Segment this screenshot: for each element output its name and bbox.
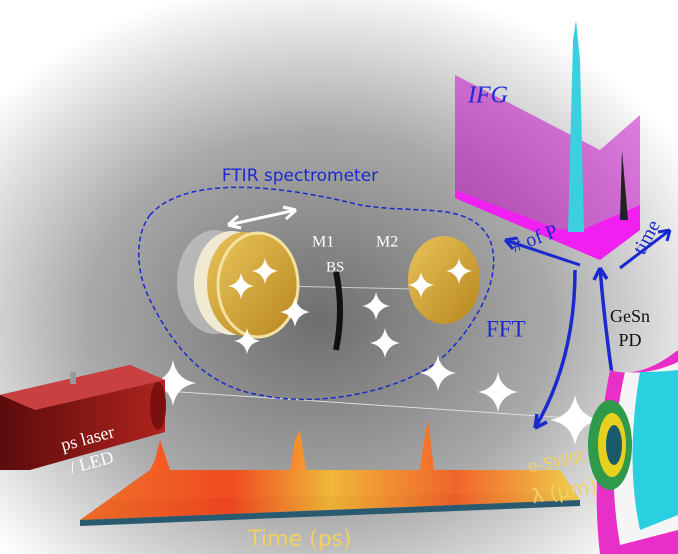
detector-label: PD [618,330,641,350]
axis-arrow [619,228,672,270]
photodetector [588,350,678,554]
time-resolved-spectrum [80,420,580,526]
m1-label: M1 [312,234,334,251]
mirror-m1 [177,230,300,339]
fft-label: FFT [486,316,526,341]
time-ps-label: Time (ps) [247,527,351,552]
ftir-label: FTIR spectrometer [222,166,378,186]
axis-arrow [503,236,581,267]
ftir-boundary [138,186,495,401]
laser-source [0,365,166,470]
ifg-plot [455,20,640,260]
beam-splitter [333,271,343,351]
detector-label: GeSn [610,306,650,326]
fft-arrow [533,269,577,430]
mirror-m2 [408,236,480,324]
translation-arrow [226,205,298,230]
bs-label: BS [326,259,344,275]
ifg-label: IFG [467,83,508,109]
beam [149,389,601,421]
m2-label: M2 [376,234,398,251]
